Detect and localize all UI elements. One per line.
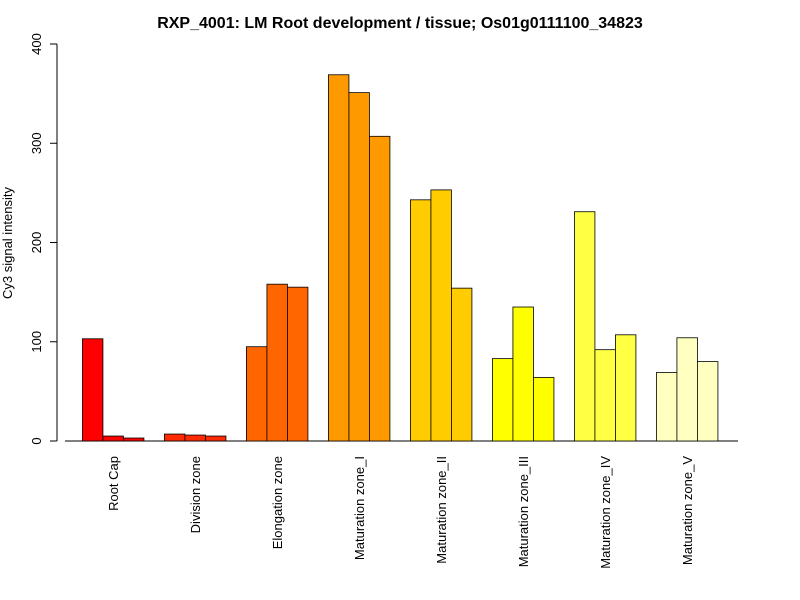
y-tick-label: 400 xyxy=(29,33,44,55)
bar xyxy=(615,334,637,442)
y-axis-label: Cy3 signal intensity xyxy=(0,187,15,299)
category-label: Maturation zone_V xyxy=(680,456,695,565)
category-label: Maturation zone_I xyxy=(352,456,367,560)
category-label: Elongation zone xyxy=(270,456,285,549)
bar xyxy=(205,435,227,442)
bar xyxy=(82,338,104,442)
bar xyxy=(164,433,186,442)
category-label: Maturation zone_IV xyxy=(598,456,613,569)
bar xyxy=(430,189,452,442)
y-tick-label: 300 xyxy=(29,132,44,154)
y-tick-label: 100 xyxy=(29,331,44,353)
bar xyxy=(410,199,432,442)
bar xyxy=(369,135,391,442)
bar xyxy=(594,349,616,442)
bar xyxy=(676,337,698,442)
category-labels: Root Cap Division zone Elongation zone Matu… xyxy=(106,456,695,569)
bar xyxy=(246,346,268,442)
category-label: Division zone xyxy=(188,456,203,533)
bar xyxy=(512,306,534,442)
bar xyxy=(266,283,288,442)
y-tick-label: 200 xyxy=(29,232,44,254)
bar xyxy=(123,437,145,442)
y-ticks: 0 100 200 300 400 xyxy=(29,33,57,445)
bar xyxy=(287,286,309,442)
bar xyxy=(492,358,514,442)
bar xyxy=(328,74,350,442)
bar xyxy=(451,287,473,442)
bars xyxy=(82,74,719,442)
chart-title: RXP_4001: LM Root development / tissue; … xyxy=(157,15,643,32)
y-tick-label: 0 xyxy=(29,437,44,444)
category-label: Root Cap xyxy=(106,456,121,511)
bar xyxy=(348,92,370,442)
bar xyxy=(102,435,124,442)
bar xyxy=(656,372,678,442)
bar xyxy=(184,434,206,442)
bar xyxy=(574,211,596,442)
bar xyxy=(533,377,555,442)
bar xyxy=(697,361,719,442)
category-label: Maturation zone_III xyxy=(516,456,531,567)
category-label: Maturation zone_II xyxy=(434,456,449,564)
